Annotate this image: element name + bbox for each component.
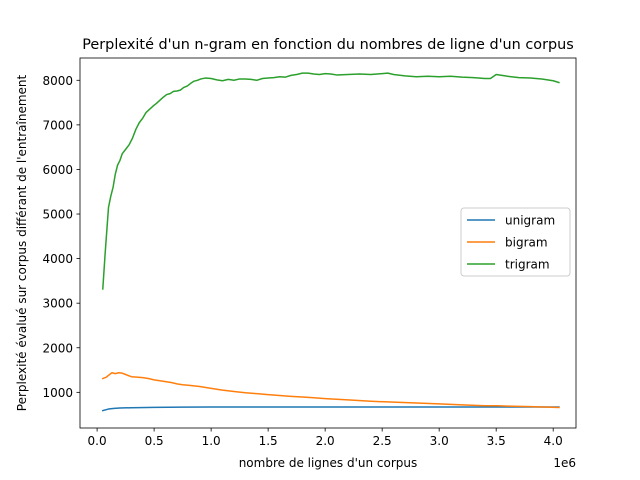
y-tick-label: 1000 bbox=[42, 386, 73, 400]
plot-frame bbox=[79, 57, 577, 429]
x-tick-label: 1.0 bbox=[202, 434, 221, 448]
x-axis-offset-label: 1e6 bbox=[553, 456, 576, 470]
x-tick-label: 0.0 bbox=[88, 434, 107, 448]
series-group bbox=[101, 72, 560, 412]
series-line-bigram bbox=[101, 371, 560, 409]
x-axis-label: nombre de lignes d'un corpus bbox=[239, 456, 418, 470]
y-tick-label: 8000 bbox=[42, 74, 73, 88]
y-tick-label: 4000 bbox=[42, 252, 73, 266]
legend-label-trigram: trigram bbox=[505, 258, 550, 272]
legend: unigram bigram trigram bbox=[460, 207, 571, 277]
series-line-unigram bbox=[101, 406, 560, 412]
chart-title: Perplexité d'un n-gram en fonction du no… bbox=[82, 37, 574, 53]
x-tick-label: 2.0 bbox=[316, 434, 335, 448]
x-tick-label: 3.0 bbox=[430, 434, 449, 448]
plot-area bbox=[79, 57, 577, 429]
y-axis: 1000 2000 3000 4000 5000 6000 7000 8000 bbox=[42, 74, 80, 400]
y-axis-label: Perplexité évalué sur corpus différant d… bbox=[15, 74, 29, 411]
x-axis: 0.0 0.5 1.0 1.5 2.0 2.5 3.0 3.5 4.0 bbox=[88, 428, 563, 448]
y-tick-label: 7000 bbox=[42, 118, 73, 132]
x-tick-label: 2.5 bbox=[373, 434, 392, 448]
y-tick-label: 6000 bbox=[42, 163, 73, 177]
legend-label-unigram: unigram bbox=[505, 214, 555, 228]
series-line-trigram bbox=[102, 72, 560, 290]
x-tick-label: 3.5 bbox=[487, 434, 506, 448]
y-tick-label: 2000 bbox=[42, 341, 73, 355]
x-tick-label: 1.5 bbox=[259, 434, 278, 448]
y-tick-label: 5000 bbox=[42, 208, 73, 222]
y-tick-label: 3000 bbox=[42, 297, 73, 311]
x-tick-label: 0.5 bbox=[145, 434, 164, 448]
x-tick-label: 4.0 bbox=[544, 434, 563, 448]
legend-label-bigram: bigram bbox=[505, 236, 548, 250]
legend-frame bbox=[460, 207, 571, 277]
